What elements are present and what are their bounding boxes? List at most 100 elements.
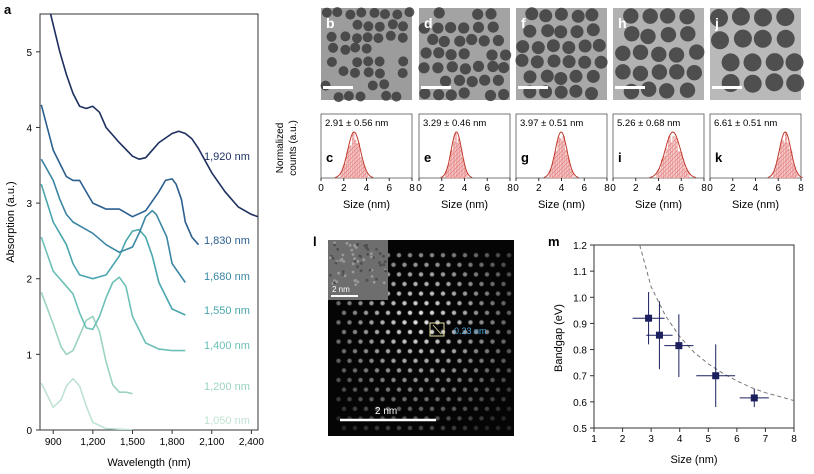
atom-column <box>450 328 458 336</box>
inset-speckle <box>375 248 378 251</box>
nanocrystal <box>721 74 740 92</box>
nanocrystal <box>484 89 497 102</box>
atom-column <box>417 309 425 316</box>
nanocrystal <box>326 57 337 67</box>
atom-column <box>390 357 397 364</box>
absorption-curve-1400nm <box>40 236 186 352</box>
hist-xtick-label: 8 <box>798 183 804 194</box>
m-xtick-label: 8 <box>791 434 797 445</box>
peak-label: 1,200 nm <box>204 381 250 393</box>
inset-speckle <box>331 256 335 260</box>
histogram-stat: 5.26 ± 0.68 nm <box>617 118 680 129</box>
atom-column <box>439 271 447 278</box>
m-ytick-label: 1.0 <box>573 293 587 304</box>
atom-column <box>489 300 496 307</box>
bandgap-point <box>655 331 663 339</box>
nanocrystal <box>381 90 392 101</box>
atom-column <box>346 396 353 403</box>
atom-column <box>450 290 458 297</box>
atom-column <box>335 319 342 326</box>
m-xtick-label: 6 <box>734 434 740 445</box>
atom-column <box>379 396 386 403</box>
panel-a-yticks: 0 1 2 3 4 5 <box>26 48 40 437</box>
histogram-bar <box>779 144 782 179</box>
gaussian-fit <box>649 131 697 178</box>
atom-column <box>423 261 430 268</box>
histogram-bar <box>672 136 676 179</box>
hist-xlabel: Size (nm) <box>343 199 390 211</box>
a-ytick-label: 2 <box>26 275 32 286</box>
atom-column <box>368 338 375 345</box>
atom-column <box>434 396 441 403</box>
atom-column <box>445 357 452 364</box>
hist-xlabel: Size (nm) <box>441 199 488 211</box>
atom-column <box>417 405 425 412</box>
atom-column <box>379 300 386 307</box>
hist-xtick-label: 4 <box>462 183 468 194</box>
atom-column <box>483 386 491 393</box>
panel-a-curves <box>40 14 258 430</box>
atom-column <box>395 309 403 316</box>
tem-image-h: h <box>613 8 705 100</box>
atom-column <box>362 309 370 316</box>
atom-column <box>423 300 430 307</box>
atom-column <box>478 396 485 403</box>
nanocrystal <box>516 40 530 54</box>
atom-column <box>379 319 386 326</box>
atom-column <box>500 338 507 345</box>
inset-speckle <box>383 260 387 263</box>
atom-column <box>505 424 513 432</box>
atom-column <box>500 300 507 307</box>
inset-speckle <box>333 281 336 285</box>
atom-column <box>384 405 392 412</box>
atom-column <box>395 386 403 393</box>
a-ytick-label: 4 <box>26 123 32 134</box>
inset-speckle <box>353 259 357 263</box>
histogram-bar <box>460 157 463 179</box>
atom-column <box>401 319 408 326</box>
histogram-bar <box>454 133 457 179</box>
atom-column <box>489 261 496 268</box>
atom-column <box>362 405 370 412</box>
nanocrystal <box>530 55 544 69</box>
tem-image-j: j <box>710 7 805 100</box>
atom-column <box>362 386 370 393</box>
atom-column <box>406 328 414 336</box>
atom-column <box>494 424 502 432</box>
inset-speckle <box>365 278 369 282</box>
nanocrystal <box>438 35 450 48</box>
peak-label: 1,050 nm <box>204 415 250 427</box>
inset-speckle <box>366 248 370 251</box>
histogram-letter: c <box>326 150 333 165</box>
inset-speckle <box>372 280 376 284</box>
atom-column <box>434 280 441 288</box>
nanocrystal <box>680 26 696 42</box>
panel-m-frame <box>593 244 795 429</box>
atom-column <box>351 309 359 316</box>
atom-column <box>445 261 452 268</box>
atom-column <box>362 328 370 336</box>
atom-column <box>395 405 403 412</box>
atom-column <box>384 424 392 432</box>
atom-column <box>373 309 381 316</box>
atom-column <box>417 367 425 374</box>
atom-column <box>450 367 458 374</box>
panel-a-letter: a <box>4 2 12 17</box>
atom-column <box>445 280 452 288</box>
nanocrystal <box>492 34 504 47</box>
histogram-bar <box>569 168 572 179</box>
atom-column <box>467 300 474 307</box>
nanocrystal <box>352 57 363 68</box>
peak-label: 1,680 nm <box>204 271 250 283</box>
hist-xtick-label: 2 <box>341 183 347 194</box>
nanocrystal <box>352 19 363 30</box>
atom-column <box>428 405 436 412</box>
inset-speckle <box>375 277 378 281</box>
a-ytick-label: 5 <box>26 48 32 59</box>
atom-column <box>472 309 480 316</box>
atom-column <box>340 328 348 336</box>
atom-column <box>368 376 375 384</box>
atom-column <box>467 376 474 384</box>
bandgap-point <box>645 314 653 322</box>
peak-label: 1,920 nm <box>204 151 250 163</box>
